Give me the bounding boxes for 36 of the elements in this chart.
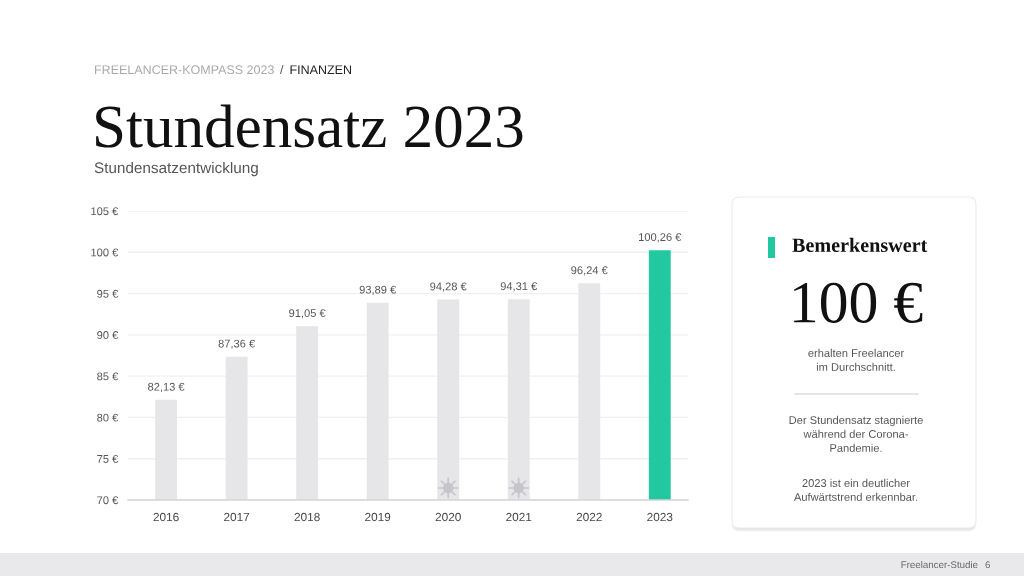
data-label: 82,13 € [148, 382, 185, 393]
text: FREELANCER-KOMPASS 2023 [95, 65, 274, 75]
text: Freelancer-Studie [901, 560, 978, 569]
x-tick-label: 2022 [576, 512, 602, 522]
text: Bemerkenswert [792, 237, 928, 253]
x-tick-label: 2017 [224, 512, 250, 522]
chart-subtitle: Stundensatzentwicklung [94, 161, 258, 177]
x-tick-label: 2019 [365, 512, 391, 522]
data-label: 91,05 € [289, 309, 326, 319]
data-label: 96,24 € [571, 266, 608, 276]
data-label: 93,89 € [359, 285, 397, 295]
y-tick-label: 70 € [97, 496, 119, 505]
text: 2023 ist ein deutlicher Aufwärtstrend erkennbar. [793, 478, 918, 501]
data-label: 87,36 € [218, 339, 255, 349]
data-label: 100,26 € [639, 233, 682, 243]
data-label: 94,31 € [500, 282, 538, 292]
y-tick-label: 90 € [97, 331, 119, 339]
text: / [280, 64, 284, 75]
x-tick-label: 2018 [294, 512, 320, 522]
y-tick-label: 80 € [97, 413, 119, 422]
y-tick-label: 95 € [97, 289, 119, 298]
y-tick-label: 85 € [97, 372, 119, 381]
text: Der Stundensatz stagnierte während der Corona- Pandemie. [789, 415, 923, 452]
x-tick-label: 2021 [506, 512, 532, 522]
y-tick-label: 100 € [91, 248, 119, 257]
text: 6 [985, 561, 990, 569]
chart-title: Stundensatz 2023 [96, 104, 523, 148]
text: 100 € [794, 282, 923, 323]
text: erhalten Freelancer im Durchschnitt. [808, 348, 904, 371]
data-label: 94,28 € [430, 282, 467, 292]
x-tick-label: 2016 [153, 512, 179, 522]
text: FINANZEN [290, 65, 351, 74]
x-tick-label: 2023 [647, 512, 673, 522]
y-tick-label: 75 € [97, 454, 119, 463]
x-tick-label: 2020 [435, 512, 461, 522]
y-tick-label: 105 € [91, 207, 119, 216]
